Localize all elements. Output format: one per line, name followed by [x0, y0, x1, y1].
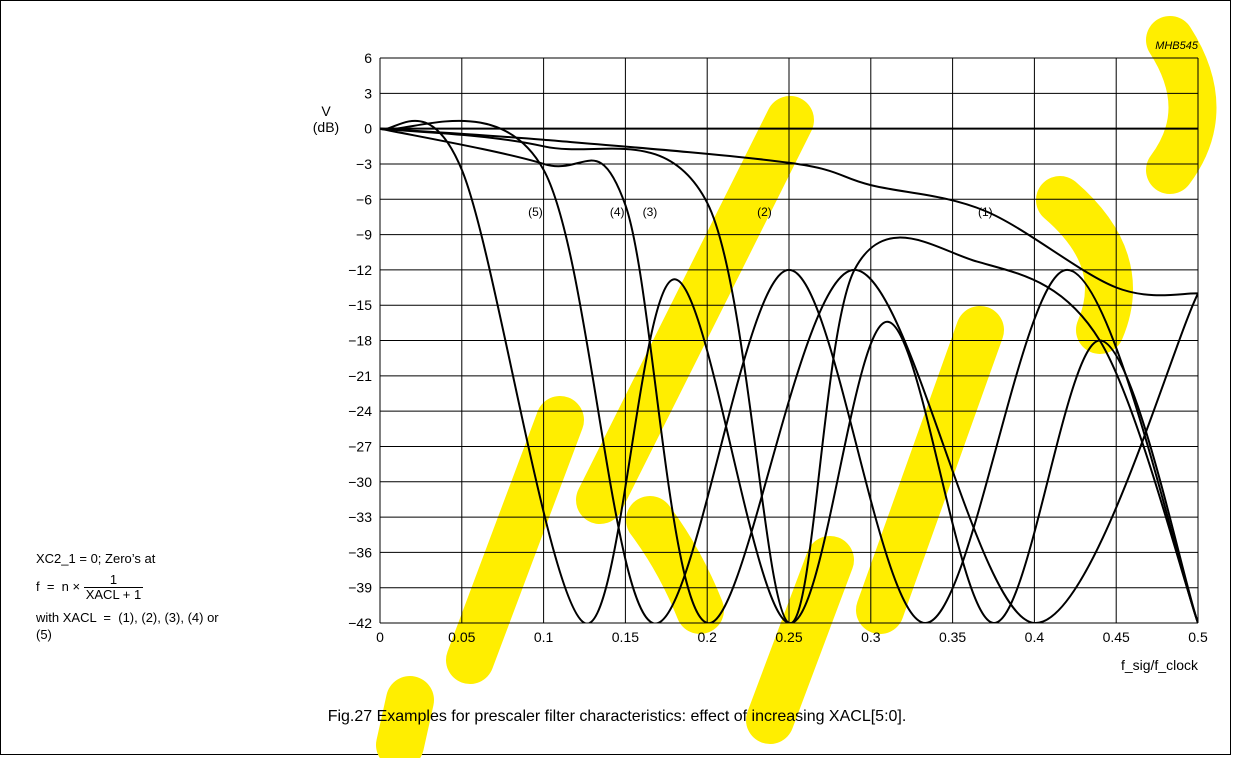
x-tick-label: 0.25: [775, 629, 802, 645]
y-tick-label: 6: [364, 50, 372, 66]
y-tick-label: −18: [348, 333, 372, 349]
x-tick-label: 0.35: [939, 629, 966, 645]
series-curve-2: [380, 127, 1198, 623]
zeros-formula: f = n × 1 XACL + 1: [36, 573, 306, 602]
plot-curves: [380, 119, 1198, 623]
zeros-note-line4: (5): [36, 626, 52, 642]
y-tick-label: −33: [348, 509, 372, 525]
series-labels: (1) (2) (3) (4) (5): [528, 205, 993, 219]
x-tick-label: 0.05: [448, 629, 475, 645]
y-tick-labels: 6 3 0 −3 −6 −9 −12 −15 −18 −21 −24 −27 −30 −33 −36 −39 −…: [348, 50, 372, 631]
x-tick-label: 0.4: [1025, 629, 1045, 645]
series-curve-1: [380, 127, 1198, 297]
watermark-stroke: [746, 536, 854, 744]
y-tick-label: −15: [348, 297, 372, 313]
watermark-stroke: [626, 496, 724, 634]
formula-numerator: 1: [109, 572, 118, 588]
y-tick-label: −30: [348, 474, 372, 490]
x-axis-label: f_sig/f_clock: [1121, 657, 1199, 673]
series-curve-4: [380, 119, 1198, 623]
x-tick-label: 0.45: [1103, 629, 1130, 645]
y-tick-label: −24: [348, 403, 372, 419]
y-axis-label-v: V: [321, 103, 331, 119]
y-tick-label: −27: [348, 438, 372, 454]
watermark-stroke: [1146, 16, 1217, 194]
y-tick-label: 0: [364, 121, 372, 137]
y-tick-label: −6: [356, 191, 372, 207]
series-label-4: (4): [610, 205, 625, 219]
y-tick-label: −9: [356, 227, 372, 243]
y-tick-label: −12: [348, 262, 372, 278]
watermark-stroke: [376, 676, 434, 758]
x-tick-label: 0.15: [612, 629, 639, 645]
series-label-2: (2): [757, 205, 772, 219]
y-tick-label: −21: [348, 368, 372, 384]
x-tick-label: 0: [376, 629, 384, 645]
series-label-1: (1): [978, 205, 993, 219]
series-curve-3: [380, 127, 1198, 623]
x-tick-label: 0.5: [1188, 629, 1208, 645]
watermark-stroke: [1036, 176, 1133, 354]
series-label-3: (3): [643, 205, 658, 219]
series-curve-5: [380, 119, 1198, 623]
figure-caption: Fig.27 Examples for prescaler filter cha…: [327, 708, 907, 725]
series-label-5: (5): [528, 205, 543, 219]
formula-denominator: XACL + 1: [83, 587, 144, 603]
watermark: [376, 16, 1217, 758]
x-tick-label: 0.2: [697, 629, 717, 645]
x-tick-labels: 0 0.05 0.1 0.15 0.2 0.25 0.3 0.35 0.4 0.45 0.5: [376, 629, 1208, 645]
x-tick-label: 0.1: [534, 629, 554, 645]
formula-fraction: 1 XACL + 1: [83, 572, 144, 603]
plot-grid: [379, 57, 1199, 624]
zeros-note: XC2_1 = 0; Zero’s at f = n × 1 XACL + 1 …: [36, 551, 306, 643]
x-tick-label: 0.3: [861, 629, 881, 645]
y-tick-label: −39: [348, 580, 372, 596]
formula-lhs: f = n ×: [36, 579, 81, 595]
y-axis-label-unit: (dB): [313, 119, 339, 135]
zeros-note-line1: XC2_1 = 0; Zero’s at: [36, 551, 156, 566]
zeros-note-line3: with XACL = (1), (2), (3), (4) or: [36, 610, 219, 626]
y-tick-label: 3: [364, 85, 372, 101]
watermark-stroke: [856, 306, 1004, 634]
y-tick-label: −42: [348, 615, 372, 631]
figure-id: MHB545: [1155, 40, 1199, 52]
y-tick-label: −3: [356, 156, 372, 172]
watermark-stroke: [446, 396, 584, 684]
y-tick-label: −36: [348, 544, 372, 560]
